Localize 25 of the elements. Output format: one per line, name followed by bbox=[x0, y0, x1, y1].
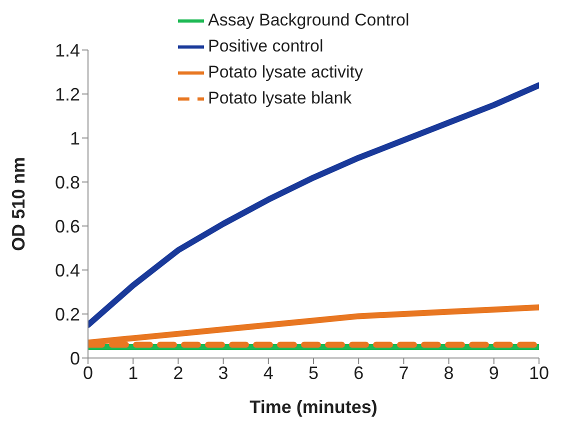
y-tick-label: 0.2 bbox=[54, 304, 80, 324]
y-tick-label: 0.4 bbox=[54, 260, 80, 280]
x-tick-label: 9 bbox=[488, 362, 499, 383]
legend-label: Potato lysate activity bbox=[208, 62, 363, 82]
x-tick-label: 4 bbox=[263, 362, 274, 383]
y-axis-title: OD 510 nm bbox=[8, 156, 28, 252]
legend-label: Assay Background Control bbox=[208, 10, 410, 30]
y-tick-label: 0.8 bbox=[54, 172, 80, 192]
x-tick-label: 10 bbox=[528, 362, 550, 383]
x-axis-title: Time (minutes) bbox=[250, 397, 378, 417]
x-tick-label: 7 bbox=[398, 362, 409, 383]
legend-label: Potato lysate blank bbox=[208, 88, 352, 108]
x-tick-label: 3 bbox=[218, 362, 228, 383]
y-tick-label: 1.2 bbox=[54, 84, 80, 104]
x-tick-label: 0 bbox=[82, 362, 94, 383]
y-tick-label: 0 bbox=[70, 348, 80, 368]
x-tick-label: 2 bbox=[173, 362, 184, 383]
x-tick-label: 5 bbox=[308, 362, 319, 383]
y-tick-label: 1 bbox=[70, 128, 80, 148]
y-tick-label: 0.6 bbox=[54, 216, 80, 236]
x-tick-label: 6 bbox=[354, 362, 364, 383]
legend-label: Positive control bbox=[208, 36, 324, 56]
x-tick-label: 8 bbox=[444, 362, 454, 383]
y-tick-label: 1.4 bbox=[54, 40, 80, 60]
x-tick-label: 1 bbox=[128, 362, 138, 383]
